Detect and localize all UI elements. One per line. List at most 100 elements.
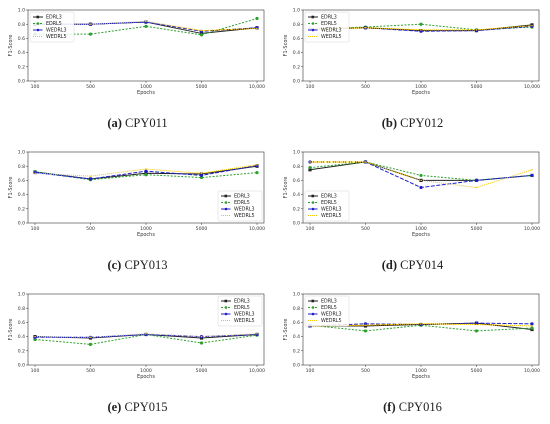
legend-marker [224, 299, 228, 303]
data-point [420, 179, 422, 182]
y-tick-label: 0.0 [18, 79, 25, 85]
legend-label: EDRL5 [234, 200, 250, 206]
data-point [475, 323, 478, 326]
panel-caption: (d) CPY014 [275, 258, 550, 273]
legend-marker [36, 22, 40, 25]
legend-marker [311, 306, 315, 309]
y-tick-label: 0.6 [18, 36, 25, 42]
legend-marker [224, 306, 228, 309]
data-point [199, 341, 204, 345]
line-chart: 0.0 0.2 0.4 0.6 0.8 1.0 100 500 1000 5000 10,000 Ep… [8, 150, 265, 238]
data-point [364, 324, 367, 326]
x-tick-label: 1000 [140, 84, 152, 90]
x-tick-label: 10,000 [249, 226, 265, 232]
legend-label: EDRL5 [321, 21, 337, 27]
y-tick-label: 1.0 [293, 150, 300, 156]
legend-label: EDRL3 [234, 194, 250, 200]
data-point [144, 24, 148, 28]
series-line-edrl5 [309, 161, 533, 181]
caption-text: CPY016 [398, 400, 442, 414]
data-point [419, 29, 423, 33]
legend-label: WEDRL3 [46, 28, 67, 34]
data-point [474, 321, 479, 325]
x-tick-label: 100 [306, 368, 315, 374]
y-axis-label: F1-Score [8, 177, 14, 199]
data-point [34, 335, 36, 338]
data-point [475, 186, 478, 189]
legend-marker [311, 299, 315, 303]
y-tick-label: 0.8 [18, 306, 25, 312]
line-chart: 0.0 0.2 0.4 0.6 0.8 1.0 100 500 1000 5000 10,000 Ep… [8, 8, 265, 96]
panel-caption: (e) CPY015 [0, 400, 275, 415]
caption-panel-label: (b) [381, 116, 398, 130]
x-tick-label: 500 [361, 226, 370, 232]
data-point [364, 161, 367, 163]
x-tick-label: 5000 [471, 226, 483, 232]
y-tick-label: 0.2 [18, 348, 25, 354]
line-chart: 0.0 0.2 0.4 0.6 0.8 1.0 100 500 1000 5000 10,000 Ep… [283, 8, 540, 96]
legend-label: EDRL3 [234, 299, 250, 305]
data-point [199, 173, 204, 178]
data-point [256, 333, 258, 335]
x-tick-label: 5000 [471, 84, 483, 90]
data-point [419, 185, 423, 190]
y-tick-label: 0.0 [293, 79, 300, 85]
x-tick-label: 100 [306, 226, 315, 232]
y-tick-label: 0.4 [293, 50, 300, 56]
legend-box [304, 11, 350, 43]
data-point [145, 333, 147, 335]
legend-marker [311, 15, 315, 19]
x-tick-label: 1000 [415, 368, 427, 374]
y-tick-label: 1.0 [293, 8, 300, 14]
x-tick-label: 5000 [196, 368, 208, 374]
legend-marker [224, 201, 228, 204]
panel-caption: (c) CPY013 [0, 258, 275, 273]
chart-panel: 0.0 0.2 0.4 0.6 0.8 1.0 100 500 1000 5000 10,000 Ep… [0, 142, 275, 282]
caption-panel-label: (c) [107, 258, 122, 272]
legend-label: EDRL3 [321, 194, 337, 200]
data-point [530, 24, 534, 28]
series-line-edrl5 [309, 324, 533, 332]
x-tick-label: 5000 [471, 368, 483, 374]
chart-panel: 0.0 0.2 0.4 0.6 0.8 1.0 100 500 1000 5000 10,000 Ep… [275, 284, 550, 424]
legend-marker [36, 28, 40, 32]
data-point [256, 164, 258, 166]
data-point [89, 175, 92, 177]
caption-panel-label: (f) [383, 400, 396, 414]
data-point [475, 29, 478, 31]
y-axis-label: F1-Score [8, 35, 14, 57]
series-line-edrl5 [34, 171, 258, 181]
legend-label: EDRL5 [46, 21, 62, 27]
x-tick-label: 100 [31, 368, 40, 374]
x-axis-label: Epochs [412, 374, 430, 380]
x-axis-label: Epochs [137, 374, 155, 380]
y-tick-label: 0.2 [293, 206, 300, 212]
legend-box [29, 11, 75, 43]
data-point [199, 33, 204, 37]
data-point [308, 166, 312, 170]
chart-panel: 0.0 0.2 0.4 0.6 0.8 1.0 100 500 1000 5000 10,000 Ep… [275, 0, 550, 140]
legend-label: EDRL5 [321, 305, 337, 311]
y-tick-label: 0.8 [18, 164, 25, 170]
line-chart: 0.0 0.2 0.4 0.6 0.8 1.0 100 500 1000 5000 10,000 Ep… [8, 292, 265, 380]
data-point [363, 329, 368, 333]
legend-marker [311, 312, 315, 316]
data-point [531, 325, 533, 327]
y-tick-label: 0.8 [293, 164, 300, 170]
y-tick-label: 0.4 [293, 192, 300, 198]
y-tick-label: 0.0 [293, 221, 300, 227]
y-tick-label: 0.2 [18, 64, 25, 70]
data-point [255, 16, 259, 21]
legend-label: EDRL3 [46, 15, 62, 21]
y-axis-label: F1-Score [283, 177, 289, 199]
caption-text: CPY015 [124, 400, 168, 414]
caption-text: CPY014 [400, 258, 444, 272]
x-tick-label: 100 [31, 84, 40, 90]
legend-marker [311, 194, 315, 198]
y-tick-label: 0.6 [18, 178, 25, 184]
legend-label: WEDRL5 [234, 213, 255, 219]
caption-panel-label: (d) [381, 258, 398, 272]
